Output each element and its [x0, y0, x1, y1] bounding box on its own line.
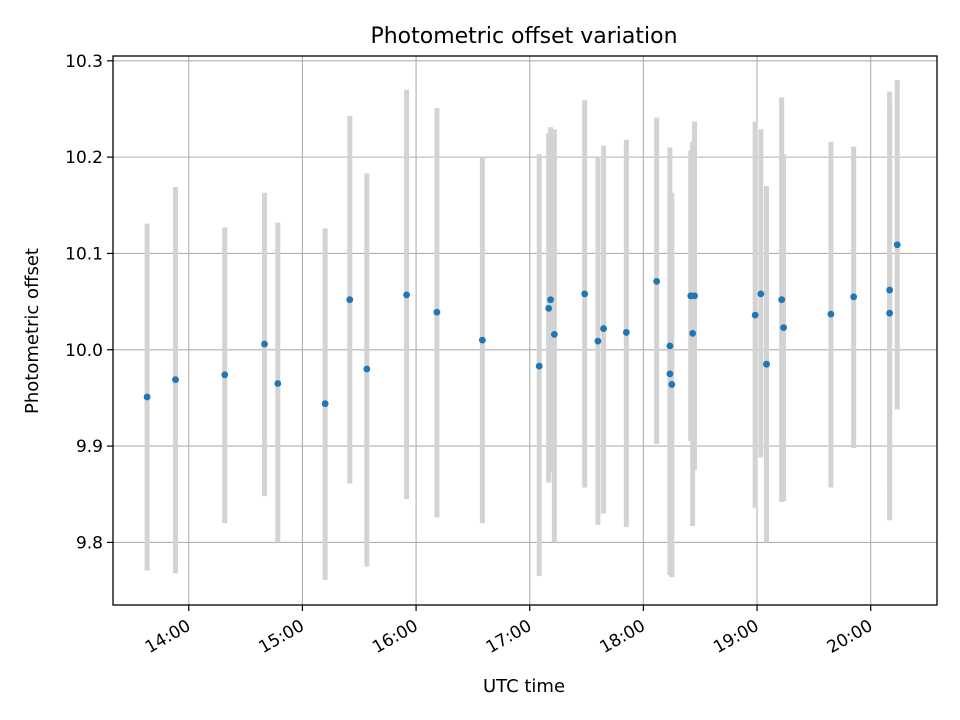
data-point — [666, 370, 674, 378]
data-point — [751, 311, 759, 319]
grid-lines — [113, 56, 937, 605]
data-point — [143, 393, 151, 401]
data-point — [545, 304, 553, 312]
data-point — [535, 362, 543, 370]
plot-frame — [112, 55, 938, 606]
data-point — [666, 342, 674, 350]
data-point — [433, 308, 441, 316]
y-tick-label: 9.9 — [76, 437, 103, 457]
data-point — [691, 292, 698, 300]
data-point — [550, 330, 558, 338]
data-point — [346, 296, 354, 304]
data-point — [886, 309, 894, 317]
data-point — [622, 329, 630, 336]
data-markers — [143, 241, 901, 408]
data-point — [778, 296, 786, 304]
data-point — [893, 241, 901, 249]
data-point — [594, 337, 602, 345]
y-tick-label: 9.8 — [76, 533, 103, 553]
data-point — [403, 291, 411, 299]
y-tick-label: 10.3 — [65, 52, 103, 72]
data-point — [668, 381, 676, 388]
data-point — [547, 296, 554, 304]
data-point — [689, 329, 697, 337]
data-point — [763, 360, 770, 368]
y-tick-label: 10.1 — [65, 244, 103, 264]
data-point — [478, 336, 486, 344]
data-point — [757, 290, 765, 298]
data-point — [274, 380, 282, 387]
data-point — [221, 371, 229, 379]
data-point — [363, 365, 371, 373]
data-point — [321, 400, 329, 408]
data-point — [850, 293, 858, 301]
data-point — [600, 325, 608, 332]
data-point — [261, 340, 268, 348]
data-point — [780, 324, 787, 332]
y-tick-label: 10.0 — [65, 341, 103, 361]
data-point — [827, 310, 835, 318]
data-point — [653, 277, 661, 285]
data-point — [581, 290, 589, 298]
y-tick-label: 10.2 — [65, 148, 103, 168]
x-axis-label: UTC time — [483, 676, 565, 697]
data-point — [172, 376, 179, 384]
data-point — [886, 286, 894, 294]
chart-title: Photometric offset variation — [370, 24, 677, 49]
y-axis-ticks: 9.8 9.9 10.0 10.1 10.2 10.3 — [65, 52, 113, 553]
y-axis-label: Photometric offset — [22, 248, 43, 414]
